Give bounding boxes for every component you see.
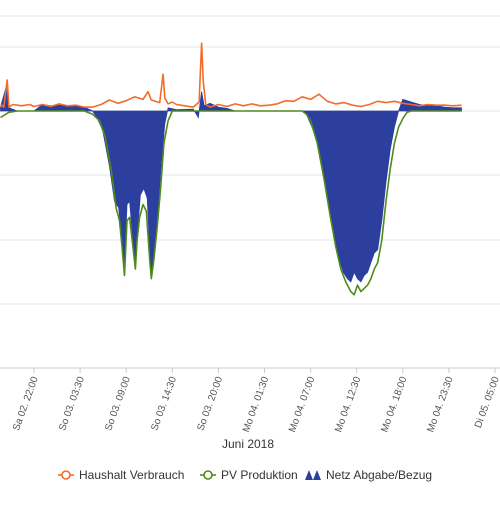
- series-line-haushalt-verbrauch: [0, 42, 462, 108]
- x-tick-label: Mo 04. 23:30: [425, 375, 455, 434]
- gridlines: [0, 15, 500, 369]
- x-tick-label: So 03. 09:00: [103, 375, 133, 432]
- legend-label: Haushalt Verbrauch: [79, 468, 184, 482]
- x-tick-label: Sa 02. 22:00: [11, 375, 41, 432]
- legend-area-icon: [305, 470, 321, 480]
- x-tick-label: Mo 04. 18:00: [379, 375, 409, 434]
- x-tick-label: Mo 04. 12:30: [333, 375, 363, 434]
- legend[interactable]: Haushalt Verbrauch PV Produktion Netz Abga…: [58, 468, 432, 482]
- legend-item[interactable]: Netz Abgabe/Bezug: [305, 468, 432, 482]
- x-tick-label: Di 05. 05:00: [473, 375, 500, 430]
- series-line-pv-produktion: [0, 110, 462, 296]
- legend-label: Netz Abgabe/Bezug: [326, 468, 432, 482]
- legend-item[interactable]: Haushalt Verbrauch: [58, 468, 184, 482]
- legend-circle-icon: [61, 470, 71, 480]
- legend-item[interactable]: PV Produktion: [200, 468, 298, 482]
- x-tick-label: So 03. 20:00: [195, 375, 225, 432]
- x-tick-label: Mo 04. 07:00: [287, 375, 317, 434]
- plot-area: [0, 42, 462, 296]
- legend-label: PV Produktion: [221, 468, 298, 482]
- x-axis-label: Juni 2018: [222, 437, 274, 451]
- x-axis: Sa 02. 22:00 So 03. 03:30 So 03. 09:00 So 0…: [0, 367, 500, 434]
- x-tick-label: Mo 04. 01:30: [241, 375, 271, 434]
- series-area-netz: [0, 83, 462, 283]
- x-tick-label: So 03. 14:30: [149, 375, 179, 432]
- legend-circle-icon: [203, 470, 213, 480]
- x-tick-label: So 03. 03:30: [57, 375, 87, 432]
